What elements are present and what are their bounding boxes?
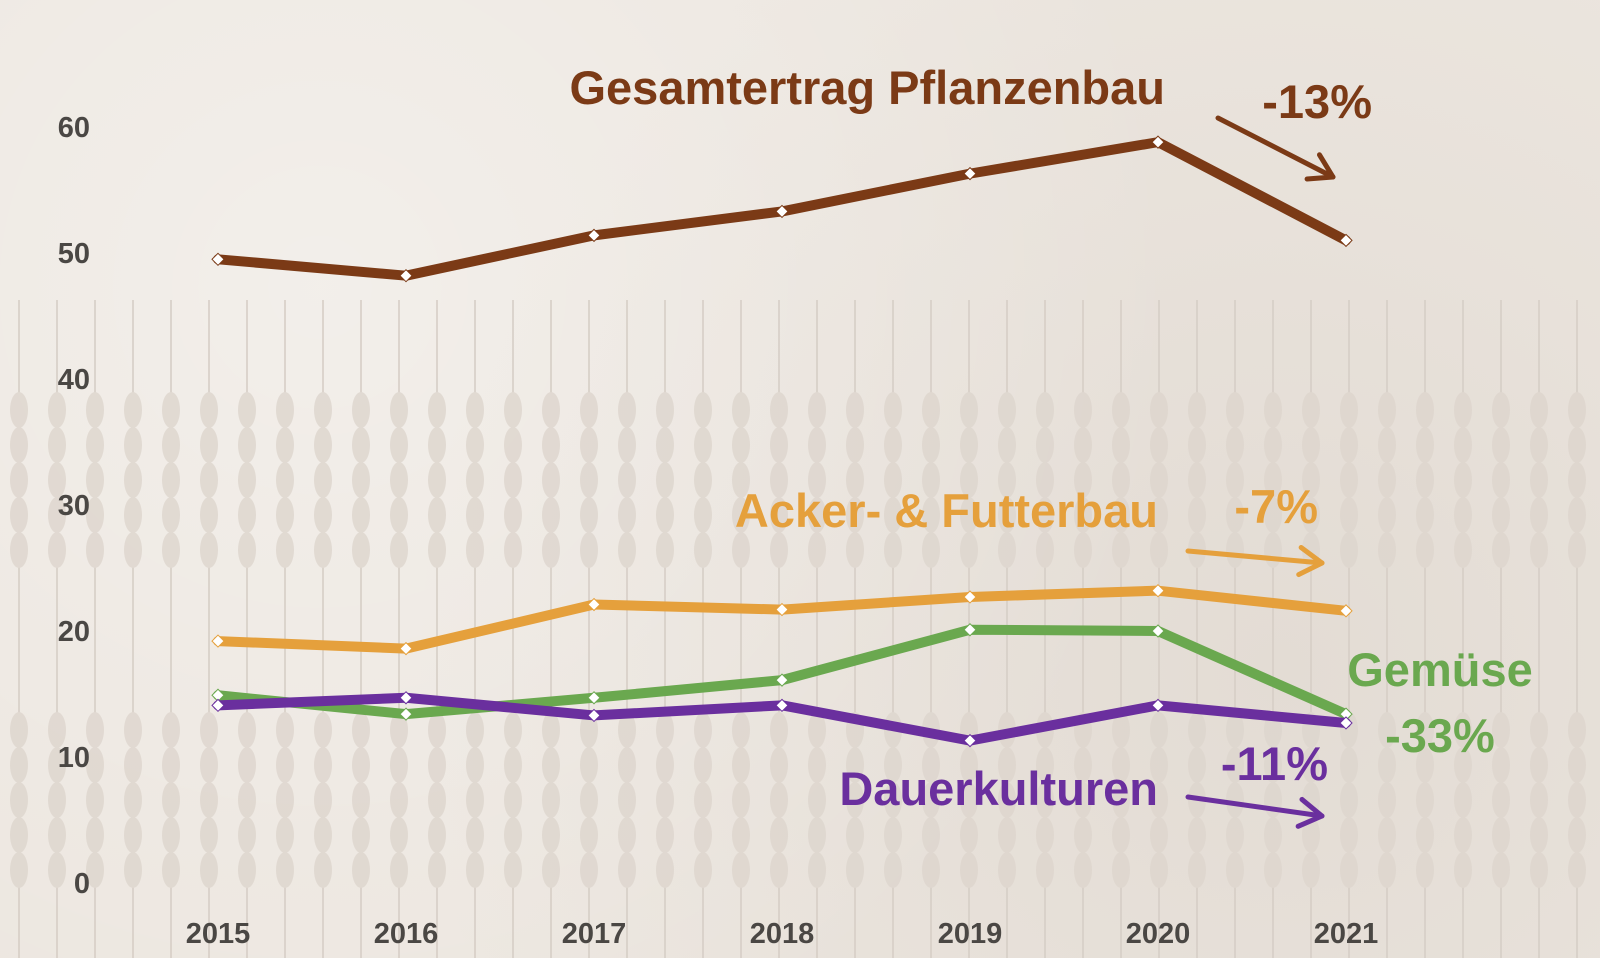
x-tick-label: 2016 (374, 918, 439, 950)
arrow-head-icon (1295, 796, 1325, 829)
x-tick-label: 2017 (562, 918, 627, 950)
y-tick-label: 20 (58, 616, 90, 648)
y-tick-label: 50 (58, 238, 90, 270)
data-point (399, 641, 413, 656)
y-tick-label: 0 (74, 868, 90, 900)
data-point (963, 623, 977, 637)
series-label: Dauerkulturen (839, 762, 1158, 815)
arrow-head-icon (1296, 544, 1325, 578)
x-tick-label: 2018 (750, 918, 815, 950)
x-tick-label: 2019 (938, 918, 1003, 950)
data-point (1151, 698, 1165, 713)
data-point (775, 698, 789, 713)
y-tick-label: 10 (58, 742, 90, 774)
annotations: Gesamtertrag Pflanzenbau -13% Acker- & Fut… (569, 61, 1533, 829)
trend-arrow-icon (1185, 548, 1325, 566)
data-point (775, 673, 789, 687)
data-point (399, 268, 413, 283)
data-point (587, 228, 601, 243)
data-point (587, 597, 601, 612)
series-lines (211, 135, 1353, 748)
data-point (587, 708, 601, 723)
y-tick-label: 40 (58, 364, 90, 396)
x-tick-label: 2020 (1126, 918, 1191, 950)
change-label: -11% (1221, 737, 1328, 790)
data-point (211, 252, 225, 267)
x-axis: 2015 2016 2017 2018 2019 2020 2021 (186, 918, 1379, 950)
change-label: -33% (1385, 709, 1495, 762)
data-point (211, 698, 225, 713)
series-label: Gemüse (1347, 643, 1532, 696)
series-label: Acker- & Futterbau (735, 484, 1158, 537)
data-point (963, 590, 977, 604)
data-point (963, 733, 977, 748)
trend-arrow-icon (1215, 115, 1336, 180)
arrow-head-icon (1304, 152, 1336, 182)
x-tick-label: 2015 (186, 918, 251, 950)
trend-arrow-icon (1185, 794, 1325, 819)
y-tick-label: 60 (58, 112, 90, 144)
data-point (963, 166, 977, 181)
data-point (1151, 583, 1165, 598)
data-point (1151, 135, 1165, 149)
data-point (1151, 624, 1165, 638)
data-point (1339, 716, 1353, 730)
data-point (1339, 233, 1353, 248)
data-point (775, 602, 789, 617)
y-tick-label: 30 (58, 490, 90, 522)
data-point (1339, 604, 1353, 618)
data-point (211, 634, 225, 648)
series-label: Gesamtertrag Pflanzenbau (569, 61, 1165, 114)
data-point (399, 691, 413, 705)
wheat-background (0, 300, 1600, 958)
data-point (399, 707, 413, 721)
y-axis: 0 10 20 30 40 50 60 (58, 112, 90, 900)
data-point (587, 691, 601, 705)
data-point (775, 204, 789, 219)
change-label: -13% (1262, 75, 1372, 128)
change-label: -7% (1234, 480, 1318, 533)
x-tick-label: 2021 (1314, 918, 1379, 950)
